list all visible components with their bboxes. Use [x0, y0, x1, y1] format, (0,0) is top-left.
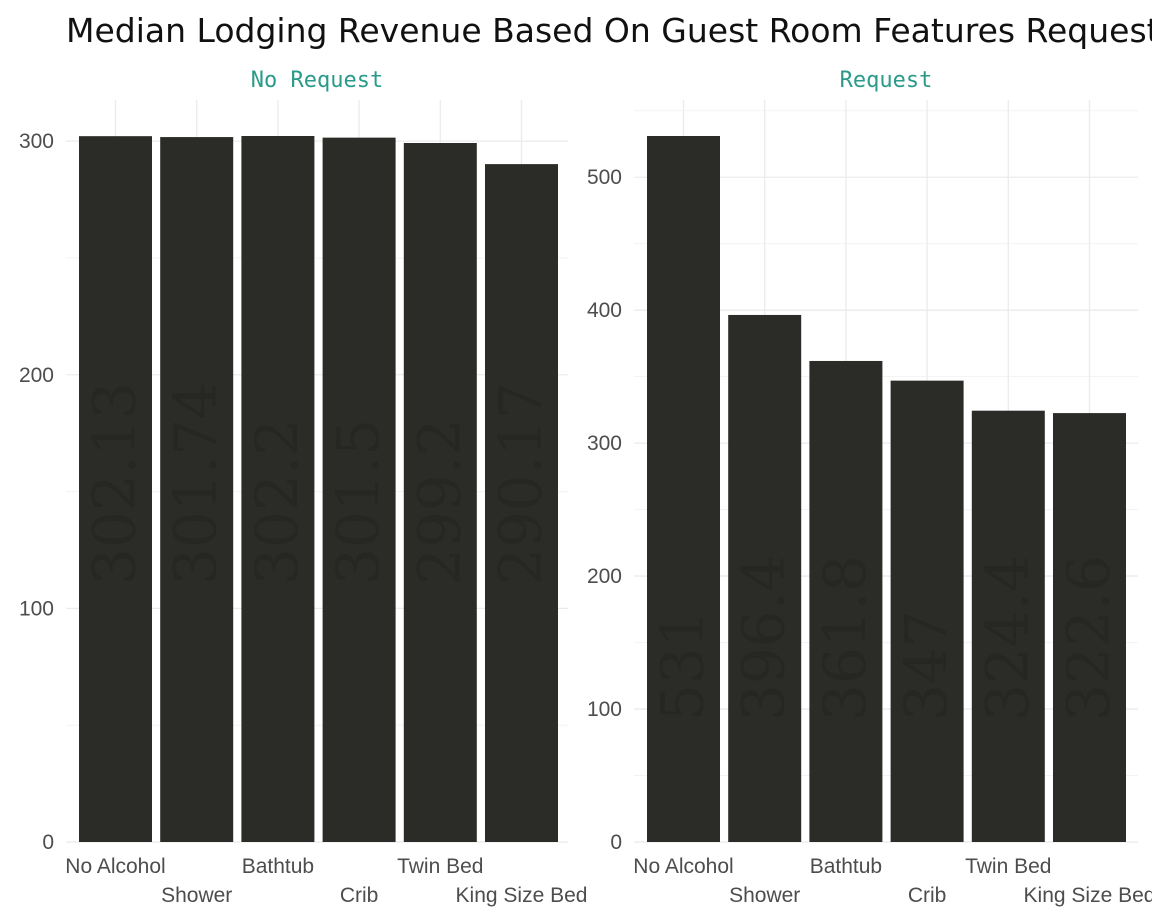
bars-request	[647, 136, 1126, 842]
value-label-request-crib: 347	[892, 610, 960, 721]
value-label-request-twin-bed: 324.4	[973, 555, 1041, 721]
value-label-no-request-king-size-bed: 290.17	[487, 382, 555, 585]
bar-request-king-size-bed	[1053, 413, 1126, 842]
y-axis-no-request: 0 100 200 300	[19, 130, 54, 854]
value-labels-no-request: 302.13 301.74 302.2 301.5 299.2 290.17	[81, 382, 555, 585]
value-label-request-bathtub: 361.8	[811, 555, 879, 721]
value-label-no-request-twin-bed: 299.2	[405, 419, 473, 585]
bar-no-request-bathtub	[241, 136, 315, 842]
bar-no-request-no-alcohol	[79, 136, 152, 843]
bar-request-shower	[728, 314, 802, 842]
bar-request-twin-bed	[971, 410, 1045, 842]
y-tick-label: 0	[610, 831, 622, 854]
y-tick-label: 300	[587, 432, 622, 455]
value-label-request-king-size-bed: 322.6	[1055, 555, 1123, 721]
x-category-label-shower: Shower	[729, 884, 800, 907]
bar-request-bathtub	[809, 360, 883, 842]
x-category-label-shower: Shower	[161, 884, 232, 907]
bar-no-request-crib	[322, 137, 396, 842]
bars-no-request	[79, 136, 558, 843]
y-tick-label: 100	[19, 597, 54, 620]
value-label-request-shower: 396.4	[730, 555, 798, 721]
chart-title: Median Lodging Revenue Based On Guest Ro…	[66, 11, 1152, 50]
value-labels-request: 531 396.4 361.8 347 324.4 322.6	[649, 555, 1123, 721]
facet-title-no-request: No Request	[251, 68, 383, 93]
facet-panel-request: Request 531 396.4 361.8 347 324.4 322.6 0 100 2…	[587, 68, 1152, 907]
y-axis-request: 0 100 200 300 400 500	[587, 166, 622, 854]
facet-title-request: Request	[840, 68, 933, 93]
value-label-request-no-alcohol: 531	[649, 610, 717, 721]
x-axis-no-request: No Alcohol Shower Bathtub Crib Twin Bed King …	[65, 855, 587, 907]
x-axis-request: No Alcohol Shower Bathtub Crib Twin Bed King …	[633, 855, 1152, 907]
y-tick-label: 0	[42, 831, 54, 854]
bar-request-no-alcohol	[647, 136, 720, 842]
y-tick-label: 400	[587, 299, 622, 322]
x-category-label-no-alcohol: No Alcohol	[633, 855, 733, 878]
x-category-label-bathtub: Bathtub	[242, 855, 314, 878]
x-category-label-twin-bed: Twin Bed	[965, 855, 1051, 878]
y-tick-label: 200	[587, 565, 622, 588]
bar-request-crib	[890, 380, 964, 842]
x-category-label-king-size-bed: King Size Bed	[456, 884, 588, 907]
x-category-label-crib: Crib	[340, 884, 379, 907]
x-category-label-king-size-bed: King Size Bed	[1024, 884, 1152, 907]
bar-no-request-shower	[160, 137, 234, 842]
y-tick-label: 200	[19, 364, 54, 387]
value-label-no-request-shower: 301.74	[162, 382, 230, 585]
y-tick-label: 500	[587, 166, 622, 189]
x-category-label-twin-bed: Twin Bed	[397, 855, 483, 878]
x-category-label-bathtub: Bathtub	[810, 855, 882, 878]
y-tick-label: 300	[19, 130, 54, 153]
x-category-label-crib: Crib	[908, 884, 947, 907]
facet-panel-no-request: No Request 302.13 301.74 302.2 301.5 299.2 29…	[19, 68, 588, 907]
y-tick-label: 100	[587, 698, 622, 721]
value-label-no-request-bathtub: 302.2	[243, 419, 311, 585]
x-category-label-no-alcohol: No Alcohol	[65, 855, 165, 878]
bar-no-request-twin-bed	[403, 143, 477, 842]
value-label-no-request-crib: 301.5	[324, 419, 392, 585]
bar-no-request-king-size-bed	[485, 164, 558, 843]
value-label-no-request-no-alcohol: 302.13	[81, 382, 149, 585]
